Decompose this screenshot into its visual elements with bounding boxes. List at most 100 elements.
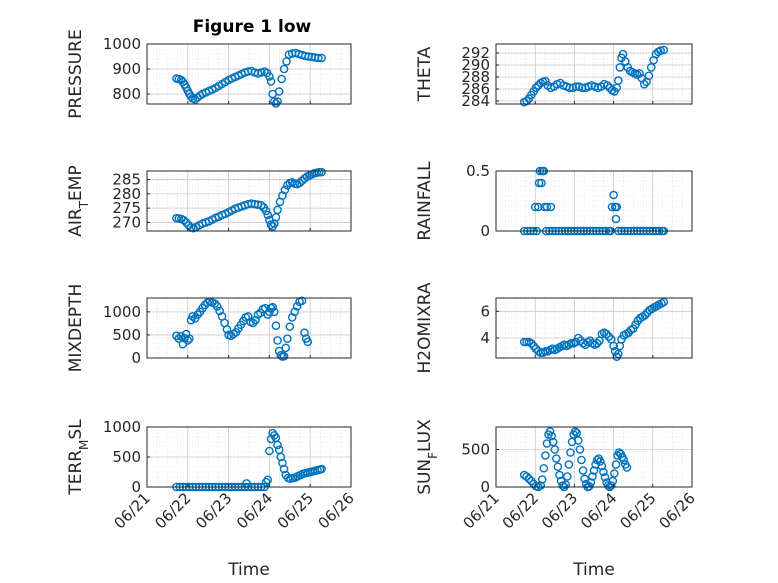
data-point (566, 339, 576, 348)
data-point (281, 343, 291, 353)
y-tick-label: 1000 (103, 418, 141, 436)
data-point (185, 334, 194, 343)
data-point (555, 470, 564, 480)
data-point (541, 451, 550, 460)
data-point (269, 307, 279, 317)
data-point (619, 455, 629, 465)
data-point (292, 302, 302, 311)
data-point (622, 463, 632, 472)
subplot-5: 0 500 1000 MIXDEPTH (66, 284, 352, 372)
data-point (571, 82, 581, 91)
data-point (273, 97, 282, 106)
data-point (618, 49, 628, 59)
data-point (542, 202, 552, 212)
data-point (600, 472, 610, 482)
data-point (575, 445, 585, 454)
data-point (529, 341, 538, 351)
data-point (603, 481, 613, 490)
data-point (577, 455, 586, 465)
data-point (188, 312, 197, 321)
data-point (274, 87, 284, 96)
data-point (524, 474, 534, 484)
y-tick-label: 6 (480, 302, 490, 320)
data-point (183, 336, 193, 345)
data-point (539, 463, 549, 473)
data-point (611, 460, 621, 469)
data-point (537, 178, 546, 188)
data-point (580, 474, 589, 484)
y-tick-label: 284 (461, 92, 490, 110)
data-point (564, 460, 574, 469)
data-point (644, 71, 654, 81)
data-point (222, 325, 232, 334)
data-point (256, 200, 266, 210)
data-point (552, 454, 561, 463)
data-point (547, 431, 556, 441)
subplot-7: 0500100006/2106/2206/2306/2406/2506/26TE… (66, 418, 358, 580)
data-point (317, 464, 326, 474)
y-tick-label: 275 (112, 199, 141, 217)
y-axis-label: AIRTEMP (66, 165, 91, 236)
y-axis-label: TERRMSL (66, 419, 91, 496)
subplot-4: 0 0.5 RAINFALL (415, 161, 693, 241)
data-point (609, 341, 618, 351)
data-point (563, 472, 572, 481)
y-axis-label: RAINFALL (415, 161, 435, 241)
data-point (526, 339, 536, 348)
x-axis-label: Time (227, 560, 270, 580)
x-tick-label: 06/24 (233, 489, 276, 532)
data-point (303, 337, 313, 347)
y-tick-label: 285 (112, 171, 141, 189)
y-axis-label: THETA (415, 46, 435, 102)
data-point (317, 167, 326, 177)
data-point (574, 333, 583, 343)
data-point (546, 202, 556, 212)
data-point (607, 202, 617, 212)
axes-box (146, 170, 352, 232)
y-tick-label: 0 (131, 349, 141, 367)
data-point (279, 351, 289, 361)
axes-box (495, 43, 693, 105)
x-tick-label: 06/25 (616, 489, 659, 532)
data-point (639, 79, 649, 89)
axes-box (146, 297, 352, 359)
data-point (265, 72, 274, 81)
data-point (268, 302, 277, 312)
data-point (179, 215, 189, 225)
x-tick-label: 06/23 (192, 489, 235, 532)
data-point (604, 332, 614, 341)
y-tick-label: 500 (112, 448, 141, 466)
data-point (540, 202, 549, 212)
y-tick-label: 288 (461, 68, 490, 86)
y-axis-label: SUNFLUX (415, 419, 440, 495)
data-point (314, 53, 323, 63)
y-tick-label: 800 (112, 85, 141, 103)
data-point (276, 452, 286, 462)
data-point (565, 83, 574, 93)
data-point (314, 167, 324, 177)
axes-box (495, 426, 693, 488)
data-point (263, 210, 273, 220)
data-point (566, 448, 575, 457)
data-point (578, 466, 588, 475)
data-point (317, 53, 326, 63)
y-tick-label: 286 (461, 80, 490, 98)
data-point (279, 464, 289, 474)
x-axis-label: Time (572, 560, 615, 580)
data-point (595, 457, 605, 466)
data-point (522, 472, 531, 481)
data-point (609, 190, 618, 200)
data-point (610, 469, 619, 478)
x-tick-label: 06/24 (577, 489, 620, 532)
data-point (586, 478, 596, 487)
data-point (561, 480, 571, 490)
data-point (285, 322, 295, 331)
x-tick-label: 06/23 (538, 489, 581, 532)
data-point (280, 185, 290, 195)
y-tick-label: 0 (131, 478, 141, 496)
x-tick-label: 06/26 (656, 489, 699, 532)
y-tick-label: 270 (112, 213, 141, 231)
data-point (271, 321, 281, 330)
